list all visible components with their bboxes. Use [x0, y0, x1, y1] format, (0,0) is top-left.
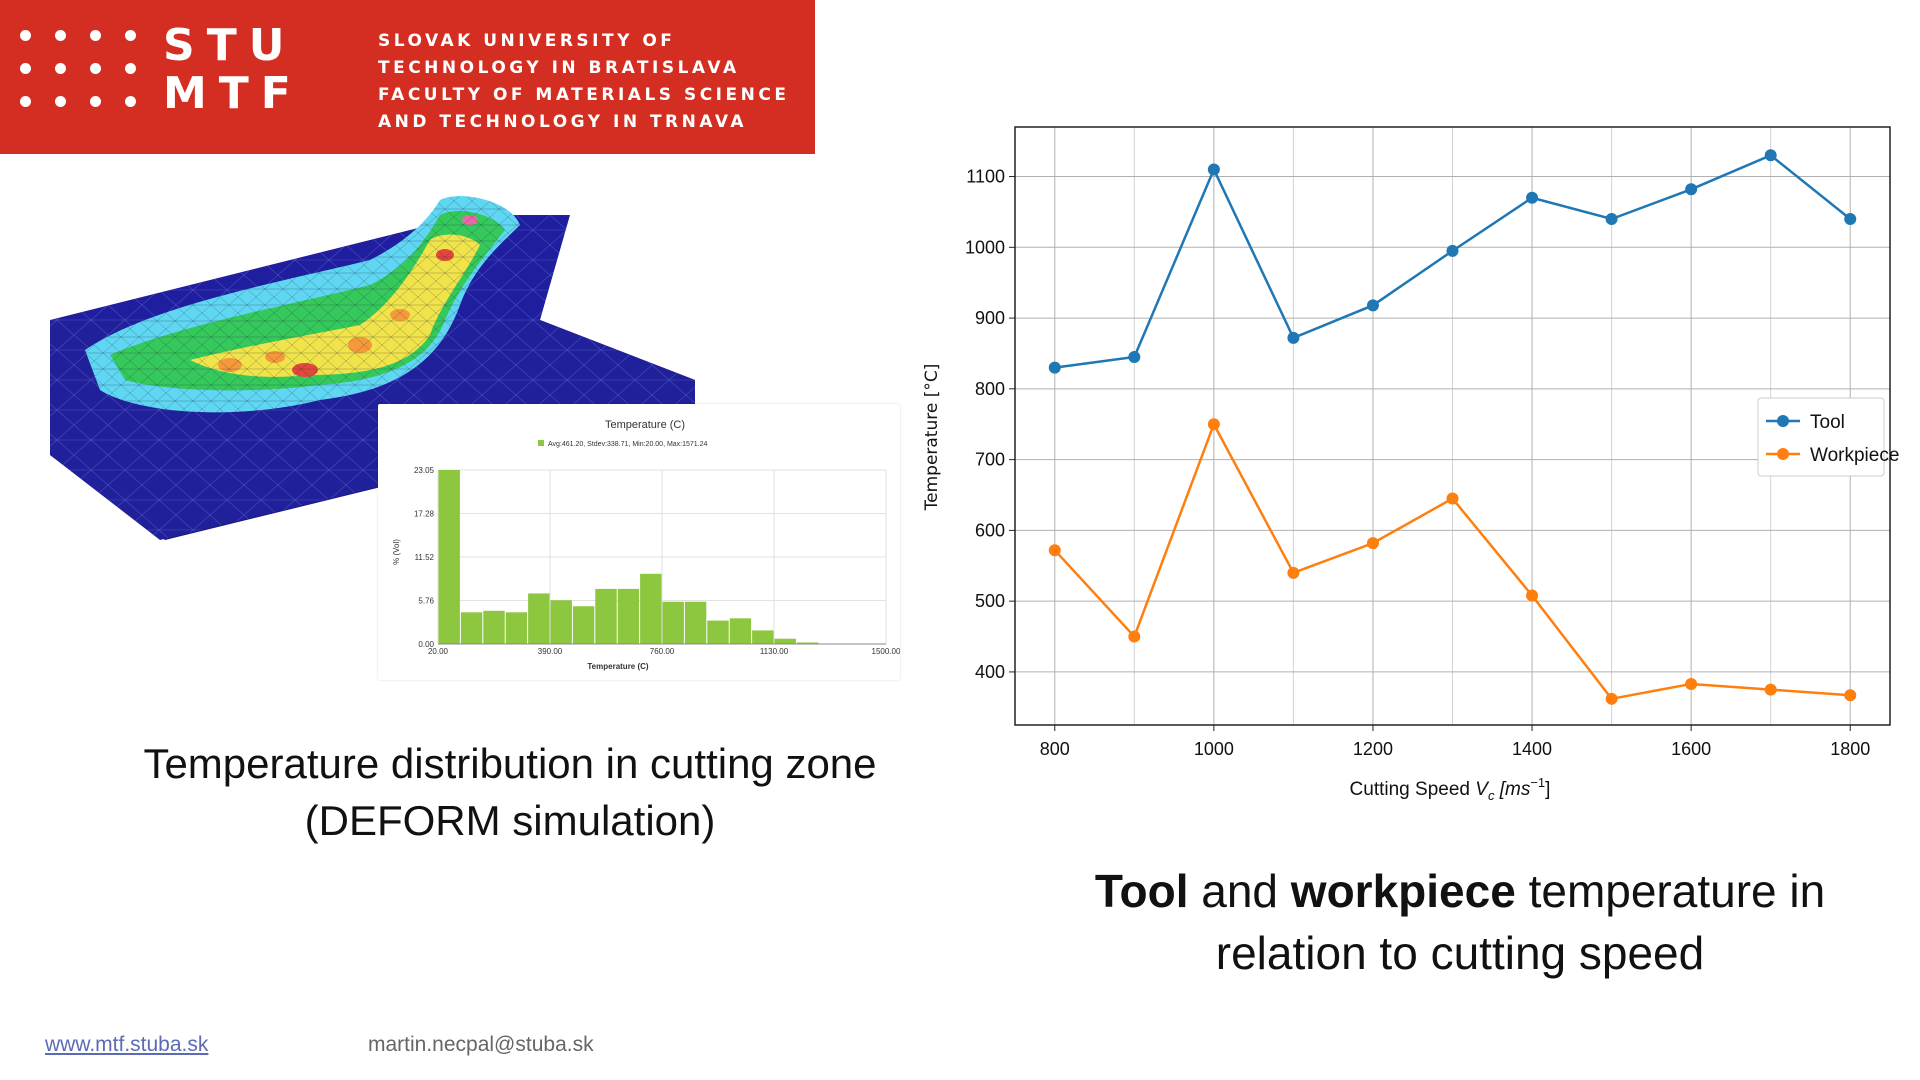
deform-simulation-image	[50, 196, 695, 540]
data-point-tool	[1844, 213, 1857, 225]
logo-bottom: MTF	[163, 68, 303, 119]
hist-y-tick-label: 11.52	[415, 553, 435, 562]
university-line-2: TECHNOLOGY IN BRATISLAVA	[378, 58, 740, 78]
data-point-workpiece	[1605, 692, 1618, 705]
y-tick-label: 700	[975, 450, 1005, 470]
hist-bar	[505, 612, 528, 644]
data-point-tool	[1366, 299, 1379, 312]
data-point-tool	[1287, 331, 1300, 344]
x-tick-label: 1600	[1671, 739, 1711, 759]
hist-bar	[662, 601, 684, 644]
header-banner: STU MTF SLOVAK UNIVERSITY OF TECHNOLOGY …	[0, 0, 815, 154]
caption-left-line-2: (DEFORM simulation)	[304, 797, 716, 844]
caption-left-line-1: Temperature distribution in cutting zone	[143, 740, 877, 787]
x-tick-label: 1000	[1194, 739, 1234, 759]
university-line-1: SLOVAK UNIVERSITY OF	[378, 31, 676, 51]
hist-bar	[460, 612, 483, 644]
data-point-tool	[1128, 351, 1141, 363]
hist-x-tick-label: 1500.00	[872, 647, 900, 656]
hist-bar	[796, 642, 819, 644]
contact-email: martin.necpal@stuba.sk	[368, 1033, 594, 1056]
main-chart-xlabel: Cutting Speed Vc [ms−1]	[1350, 775, 1551, 803]
hist-y-tick-label: 0.00	[418, 640, 434, 649]
y-tick-label: 500	[975, 591, 1005, 611]
temperature-histogram: Temperature (C) Avg:461.20, Stdev:338.71…	[378, 404, 900, 680]
data-point-workpiece	[1844, 689, 1857, 702]
hist-bar	[752, 630, 774, 644]
data-point-tool	[1605, 213, 1618, 225]
data-point-workpiece	[1446, 492, 1459, 505]
y-tick-label: 600	[975, 520, 1005, 540]
legend-label: Tool	[1810, 412, 1845, 433]
histogram-legend-swatch	[538, 440, 544, 446]
histogram-xlabel: Temperature (C)	[587, 662, 649, 671]
caption-right-line-1: Tool and workpiece temperature in	[1094, 865, 1826, 917]
hist-bar	[640, 573, 662, 644]
data-point-tool	[1685, 183, 1698, 196]
data-point-workpiece	[1685, 677, 1698, 690]
caption-right-line-2: relation to cutting speed	[1215, 927, 1705, 979]
data-point-workpiece	[1366, 537, 1379, 550]
stu-mtf-logo: STU MTF	[163, 22, 303, 118]
y-tick-label: 900	[975, 308, 1005, 328]
x-tick-label: 800	[1040, 739, 1070, 759]
hist-bar	[774, 638, 796, 644]
hist-bar	[617, 588, 640, 644]
data-point-tool	[1207, 163, 1220, 176]
x-tick-label: 1800	[1830, 739, 1870, 759]
y-tick-label: 800	[975, 379, 1005, 399]
data-point-tool	[1764, 149, 1777, 162]
histogram-title: Temperature (C)	[605, 419, 685, 431]
university-name: SLOVAK UNIVERSITY OF TECHNOLOGY IN BRATI…	[378, 28, 789, 136]
data-point-workpiece	[1048, 544, 1061, 557]
hist-y-tick-label: 5.76	[418, 597, 434, 606]
y-tick-label: 1100	[966, 167, 1005, 187]
y-tick-label: 400	[975, 662, 1005, 682]
hist-x-tick-label: 20.00	[428, 647, 449, 656]
hist-bar	[528, 593, 550, 644]
data-point-tool	[1048, 361, 1061, 374]
x-tick-label: 1200	[1353, 739, 1393, 759]
hist-bar	[483, 610, 505, 644]
x-tick-label: 1400	[1512, 739, 1552, 759]
data-point-workpiece	[1207, 418, 1220, 431]
main-chart-ylabel: Temperature [°C]	[922, 364, 942, 512]
hist-bar	[438, 470, 460, 644]
histogram-legend-text: Avg:461.20, Stdev:338.71, Min:20.00, Max…	[548, 441, 708, 448]
hist-x-tick-label: 1130.00	[760, 647, 789, 656]
caption-simulation: Temperature distribution in cutting zone…	[60, 735, 960, 849]
data-point-workpiece	[1526, 589, 1539, 602]
university-line-3: FACULTY OF MATERIALS SCIENCE	[378, 85, 790, 105]
hist-bar	[550, 600, 572, 644]
main-plot-frame	[1014, 126, 1891, 726]
data-point-workpiece	[1287, 566, 1300, 579]
hist-bar	[707, 620, 729, 644]
data-point-workpiece	[1764, 683, 1777, 696]
hist-bar	[595, 588, 617, 644]
hist-x-tick-label: 760.00	[650, 647, 675, 656]
hist-y-tick-label: 17.28	[414, 510, 435, 519]
website-link[interactable]: www.mtf.stuba.sk	[45, 1033, 209, 1056]
legend-label: Workpiece	[1810, 445, 1899, 466]
temperature-vs-cutting-speed-chart: 800 1000 1200 1400 1600 1800 400 500 600 700 800 90…	[922, 126, 1899, 803]
hist-bar	[572, 606, 595, 644]
y-tick-label: 1000	[965, 237, 1005, 257]
legend-marker	[1777, 448, 1789, 460]
hist-bar	[729, 618, 752, 644]
data-point-workpiece	[1128, 630, 1141, 643]
hist-y-tick-label: 23.05	[414, 466, 435, 475]
hist-x-tick-label: 390.00	[538, 647, 563, 656]
hist-bar	[684, 601, 707, 644]
caption-chart: Tool and workpiece temperature in relati…	[1040, 860, 1880, 984]
logo-top: STU	[163, 20, 297, 71]
stu-dots-logo-icon	[20, 30, 145, 120]
university-line-4: AND TECHNOLOGY IN TRNAVA	[378, 112, 748, 132]
legend-box	[1757, 397, 1885, 477]
data-point-tool	[1526, 191, 1539, 204]
histogram-ylabel: % (Vol)	[392, 539, 401, 565]
main-chart-legend: Tool Workpiece	[1757, 397, 1899, 477]
data-point-tool	[1446, 244, 1459, 257]
legend-marker	[1777, 415, 1789, 427]
